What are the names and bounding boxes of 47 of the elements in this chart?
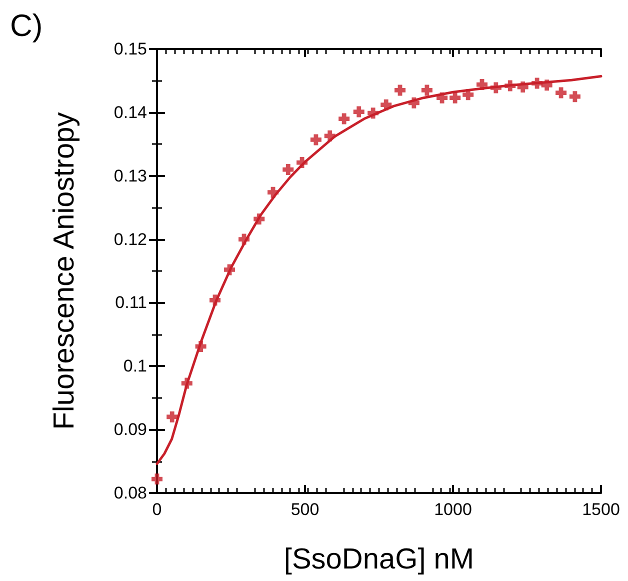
point	[436, 92, 448, 104]
point	[195, 340, 206, 352]
x-tick-label: 0	[152, 500, 162, 519]
point	[517, 82, 528, 93]
point	[254, 213, 265, 224]
point	[338, 113, 350, 124]
y-axis-title: Fluorescence Aniostropy	[48, 112, 80, 430]
point	[368, 108, 379, 119]
point	[166, 411, 178, 422]
point	[296, 157, 308, 168]
point	[181, 378, 192, 389]
point	[504, 80, 516, 92]
y-tick-label: 0.15	[114, 40, 147, 58]
x-tick-label: 500	[290, 500, 320, 519]
point	[310, 134, 322, 146]
point	[268, 186, 279, 198]
point	[462, 89, 474, 100]
y-tick-label: 0.09	[114, 420, 147, 440]
x-tick-label: 1500	[582, 500, 620, 519]
point	[324, 130, 336, 142]
point	[238, 234, 250, 245]
y-tick-label: 0.13	[114, 166, 147, 186]
y-tick-label: 0.12	[114, 230, 147, 249]
point	[282, 164, 294, 176]
point	[421, 84, 432, 96]
point	[353, 106, 364, 118]
x-tick-label: 1000	[434, 500, 472, 519]
point	[380, 99, 392, 110]
y-tick-label: 0.1	[123, 356, 147, 376]
point	[569, 91, 580, 102]
point	[490, 82, 502, 94]
point	[476, 79, 488, 90]
y-tick-label: 0.08	[114, 484, 147, 502]
y-tick-label: 0.14	[114, 102, 147, 122]
point	[450, 92, 461, 104]
point	[541, 80, 552, 91]
point	[556, 87, 567, 98]
point	[210, 294, 221, 306]
line-series	[156, 75, 602, 466]
y-tick-label: 0.11	[115, 293, 147, 312]
point	[152, 474, 162, 485]
point	[394, 84, 406, 96]
text: C)	[10, 8, 43, 43]
x-axis-title: [SsoDnaG] nM	[284, 544, 474, 576]
point	[408, 97, 420, 108]
point	[224, 264, 236, 276]
point	[532, 78, 543, 89]
